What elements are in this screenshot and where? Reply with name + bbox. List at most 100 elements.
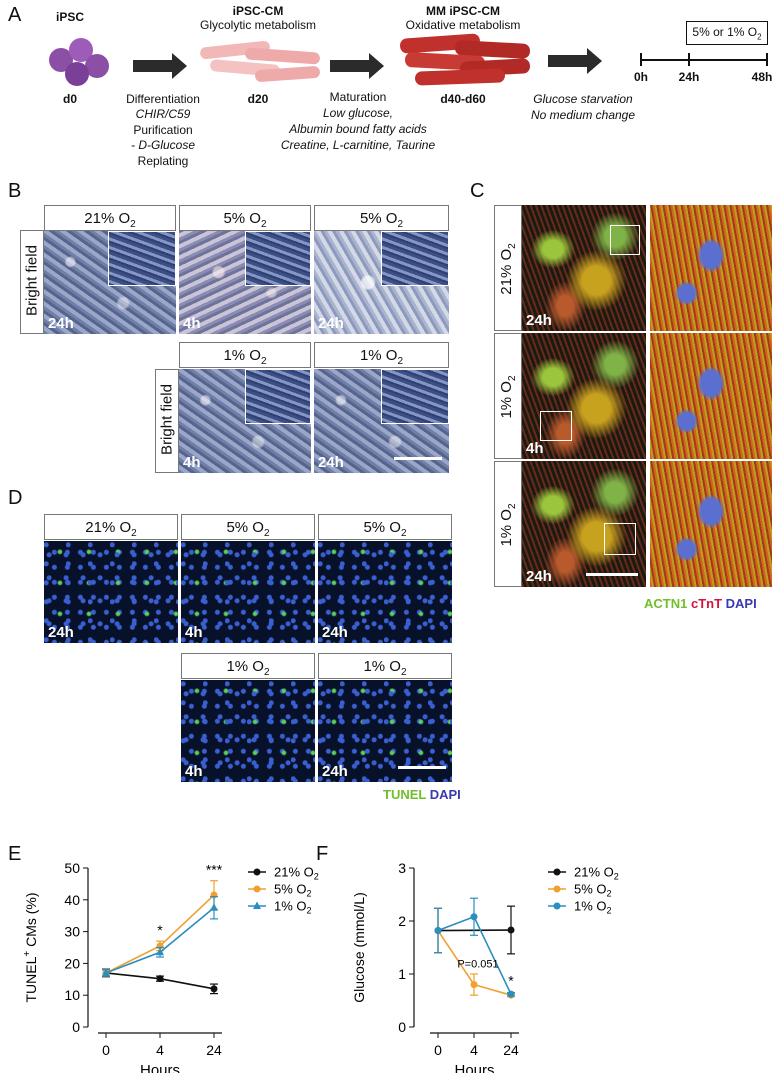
step3-line: No medium change [530,108,636,122]
x-tick-label: 4 [156,1042,164,1058]
data-point [507,990,515,998]
y-tick-label: 10 [64,987,80,1003]
y-axis-label: TUNEL+ CMs (%) [22,892,39,1002]
d-header-3: 5% O2 [318,514,452,540]
c-side-header [494,205,522,331]
legend-marker [253,901,261,909]
d-micrograph: 24h [44,541,178,643]
data-point [156,975,164,983]
y-tick-label: 0 [72,1019,80,1035]
c-side-header [494,461,522,587]
b-micrograph: 4h [179,369,311,473]
c-zoom [650,461,772,587]
b-micrograph: 24h [44,231,176,334]
stage-ipsc-title: iPSC [55,10,85,24]
arrow-icon [548,48,602,74]
step1-line: Differentiation [126,92,200,106]
y-tick-label: 3 [398,860,406,876]
legend-marker [553,885,561,893]
legend-label: 21% O2 [274,865,319,882]
x-axis-label: Hours [454,1062,494,1073]
d-header-1: 21% O2 [44,514,178,540]
timeline-box-sub: 2 [757,32,762,42]
d-header-2: 5% O2 [181,514,315,540]
legend-dapi: DAPI [725,596,757,611]
y-tick-label: 0 [398,1019,406,1035]
d-micrograph: 24h [318,680,452,782]
b-header-3: 5% O2 [314,205,449,231]
significance-mark: * [508,973,514,989]
legend-label: 21% O2 [574,865,619,882]
significance-mark: * [157,922,163,938]
series-line [105,907,215,974]
x-axis-label: Hours [140,1062,180,1073]
x-tick-label: 24 [503,1042,519,1058]
y-tick-label: 2 [398,913,406,929]
y-tick-label: 30 [64,924,80,940]
b-header-1: 21% O2 [44,205,176,231]
b-micrograph: 24h [314,369,449,473]
c-side-header [494,333,522,459]
panel-label-c: C [470,180,485,202]
b-side-header [155,369,179,473]
panel-label-f: F [316,843,329,865]
b-micrograph: 24h [314,231,449,334]
legend-ctnt: cTnT [690,596,723,611]
stage-ipsc-day: d0 [62,92,78,106]
legend-marker [553,868,561,876]
panel-label-d: D [8,487,23,509]
x-tick-label: 24 [206,1042,222,1058]
legend-marker [253,868,261,876]
y-axis-label: Glucose (mmol/L) [351,892,367,1002]
d-header-5: 1% O2 [318,653,452,679]
c-zoom [650,333,772,459]
panel-label-a: A [8,4,22,26]
timeline-axis [640,59,767,61]
step2-line: Maturation [329,90,387,104]
b-header-4: 1% O2 [179,342,311,368]
chart-f: 0 1 2 3 0 4 24 Hours Glucose (mmol/L) 21% O25% O2… [351,860,619,1073]
data-point [470,981,478,989]
d-micrograph: 4h [181,680,315,782]
data-point [210,903,218,911]
b-micrograph: 4h [179,231,311,334]
legend-label: 5% O2 [274,882,312,899]
d-micrograph: 24h [318,541,452,643]
c-row-label: 1% O2 [498,503,518,547]
c-row-label: 21% O2 [498,243,518,295]
d-micrograph: 4h [181,541,315,643]
stage-mm-day: d40-d60 [440,92,486,106]
step1-line: - D-Glucose [130,138,196,152]
d-legend: TUNEL DAPI [383,787,461,802]
legend-marker [553,902,561,910]
c-micrograph: 4h [522,333,646,459]
x-tick-label: 0 [434,1042,442,1058]
d-header-4: 1% O2 [181,653,315,679]
timeline-box-text: 5% or 1% O [692,25,758,39]
data-point [102,968,110,976]
panel-label-e: E [8,843,22,865]
panel-label-b: B [8,180,22,202]
stage-mm-title: MM iPSC-CM [426,4,500,18]
p-value-annotation: P=0.051 [457,959,498,971]
timeline-tick: 24h [678,70,700,84]
legend-tunel: TUNEL [383,787,427,802]
timeline-box: 5% or 1% O2 [686,21,768,45]
ipsc-cell-icon [45,38,115,88]
timeline-tick: 48h [751,70,773,84]
step1-line: Replating [137,154,189,168]
step3-line: Glucose starvation [533,92,633,106]
b-header-2: 5% O2 [179,205,311,231]
legend-marker [253,885,261,893]
c-micrograph: 24h [522,461,646,587]
legend-label: 1% O2 [574,899,612,916]
stage-ipsccm-sub: Glycolytic metabolism [199,18,317,32]
legend-label: 1% O2 [274,899,312,916]
step1-line: CHIR/C59 [135,107,191,121]
b-side-label: Bright field [158,384,176,455]
c-legend: ACTN1 cTnT DAPI [644,596,757,611]
scale-bar [586,573,638,576]
data-point [210,985,218,993]
ipsccm-cell-icon [199,40,321,83]
step2-line: Albumin bound fatty acids [289,122,427,136]
